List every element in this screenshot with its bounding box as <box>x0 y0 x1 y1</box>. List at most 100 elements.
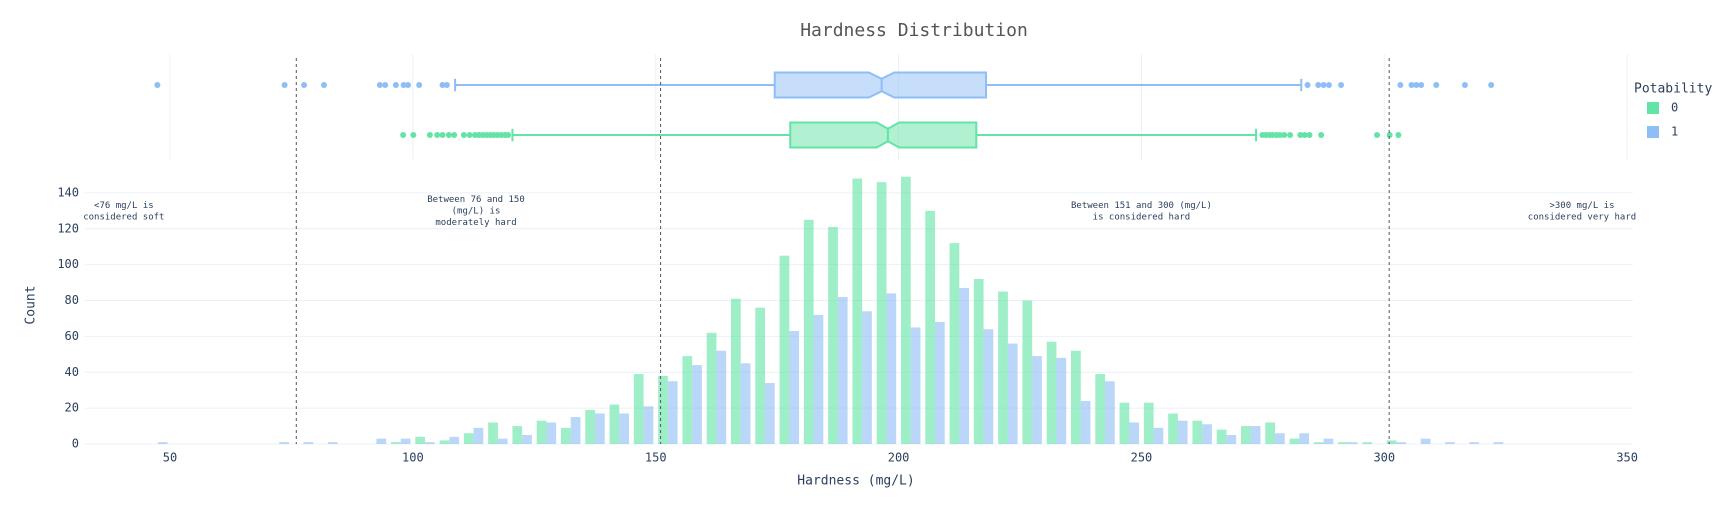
bar <box>1289 438 1300 444</box>
outlier <box>466 132 473 138</box>
bar <box>546 422 557 444</box>
bar <box>973 278 984 444</box>
bar <box>1420 438 1431 444</box>
bar <box>643 406 654 444</box>
bar <box>949 243 960 444</box>
annotation: Between 151 and 300 (mg/L) <box>1071 201 1212 211</box>
bar <box>1105 381 1115 444</box>
legend-swatch <box>1647 126 1659 138</box>
bar <box>633 374 644 444</box>
bar <box>1095 374 1106 444</box>
bar <box>803 219 814 444</box>
outlier <box>376 82 383 88</box>
outlier <box>1315 82 1322 88</box>
bar <box>522 435 532 444</box>
bar <box>959 287 970 444</box>
bar <box>595 413 605 444</box>
outlier <box>1306 132 1313 138</box>
outlier <box>301 82 308 88</box>
outlier <box>1320 82 1327 88</box>
y-tick-label: 20 <box>65 401 79 415</box>
bar <box>425 442 435 444</box>
x-tick-label: 150 <box>645 451 667 465</box>
bar <box>1299 433 1310 444</box>
bar <box>585 409 596 444</box>
outlier <box>451 132 458 138</box>
bar <box>1216 429 1227 444</box>
bar <box>755 307 766 444</box>
box <box>773 71 988 99</box>
bar <box>449 436 460 444</box>
bar <box>1046 341 1057 444</box>
outlier <box>1488 82 1495 88</box>
bar <box>716 350 727 444</box>
bar <box>1192 420 1203 444</box>
bar <box>1202 424 1212 444</box>
bar <box>376 438 387 444</box>
bar <box>1007 343 1018 444</box>
outlier <box>443 82 450 88</box>
bar <box>837 296 848 444</box>
outlier <box>1301 132 1308 138</box>
outlier <box>400 82 407 88</box>
bar <box>473 427 484 444</box>
outlier <box>1325 82 1332 88</box>
annotation: is considered hard <box>1093 212 1191 222</box>
legend-title: Potability <box>1634 82 1712 97</box>
bar <box>561 427 571 444</box>
y-tick-label: 140 <box>57 185 79 199</box>
y-tick-label: 120 <box>57 221 79 235</box>
bar <box>1226 435 1237 444</box>
y-tick-label: 40 <box>65 365 79 379</box>
bar <box>439 440 450 444</box>
x-tick-label: 300 <box>1373 451 1395 465</box>
outlier <box>1408 82 1415 88</box>
outlier <box>382 82 389 88</box>
outlier <box>445 132 452 138</box>
bar <box>1168 413 1178 444</box>
bar <box>1071 350 1081 444</box>
bar <box>925 210 936 444</box>
bar <box>400 438 411 444</box>
outlier <box>400 132 407 138</box>
outlier <box>439 82 446 88</box>
bar <box>910 327 921 444</box>
bar <box>1143 402 1154 444</box>
annotation: (mg/L) is <box>452 207 501 217</box>
bar <box>706 332 717 444</box>
x-tick-label: 350 <box>1616 451 1638 465</box>
outlier <box>1276 132 1283 138</box>
y-axis-label: Count <box>24 285 39 324</box>
bar <box>536 420 547 444</box>
bar <box>779 255 790 444</box>
y-tick-label: 100 <box>57 257 79 271</box>
bar <box>1347 442 1358 444</box>
bar <box>852 178 863 444</box>
y-tick-label: 60 <box>65 329 79 343</box>
bar <box>1386 440 1397 444</box>
bar <box>609 404 620 444</box>
bar <box>682 356 693 444</box>
bar <box>731 298 741 444</box>
outlier <box>320 82 327 88</box>
bar <box>570 417 581 444</box>
bar <box>901 176 911 444</box>
legend-label: 1 <box>1671 125 1678 139</box>
outlier <box>1461 82 1468 88</box>
bar <box>1080 400 1091 444</box>
outlier <box>410 132 417 138</box>
outlier <box>1287 132 1294 138</box>
box <box>789 121 978 149</box>
bar <box>279 442 290 444</box>
bar <box>1313 442 1324 444</box>
bar <box>667 381 678 444</box>
bar <box>1119 402 1130 444</box>
bar <box>157 442 168 444</box>
bar <box>658 375 668 444</box>
bar <box>1469 442 1480 444</box>
outlier <box>1386 132 1393 138</box>
x-tick-label: 100 <box>402 451 424 465</box>
annotation: considered very hard <box>1528 212 1636 222</box>
